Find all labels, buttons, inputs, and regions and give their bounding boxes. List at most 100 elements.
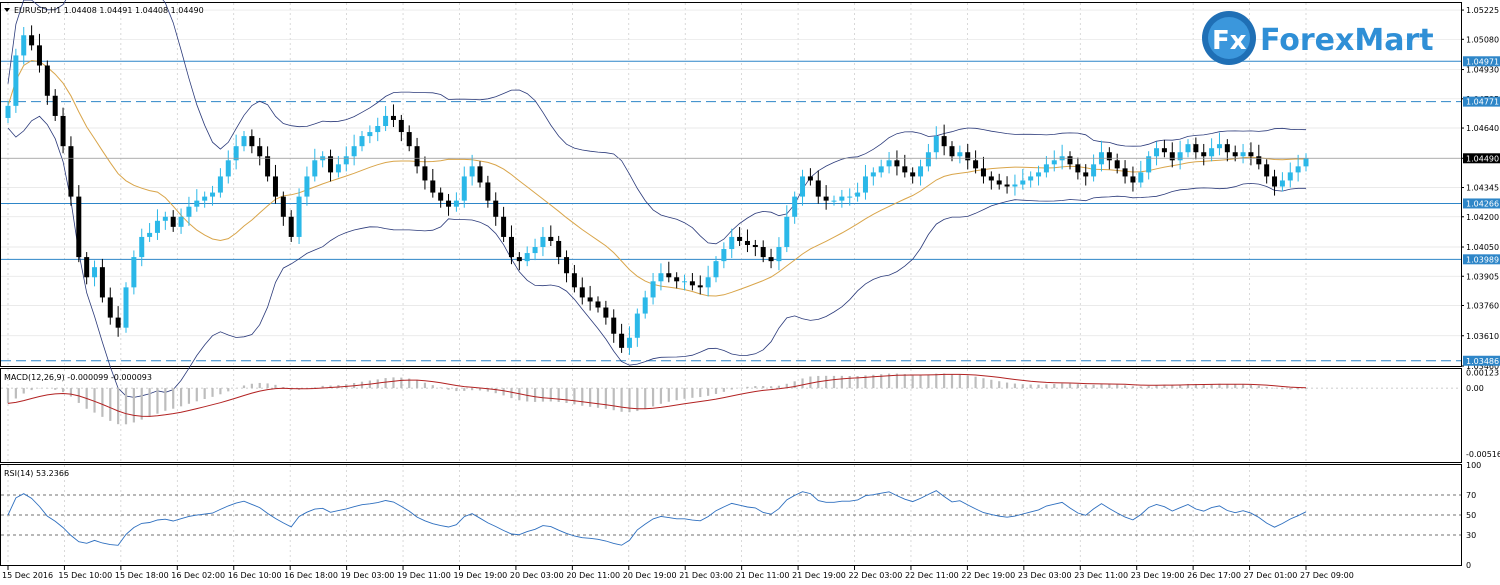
candle-body — [1185, 144, 1191, 153]
candle-body — [634, 313, 640, 338]
level-price-box — [1463, 56, 1500, 67]
rsi-label: RSI(14) 53.2366 — [4, 469, 69, 478]
forexmart-logo: Fx ForexMart — [1202, 11, 1434, 65]
candle-body — [5, 105, 11, 118]
candle-body — [862, 176, 868, 193]
bollinger-bands — [7, 0, 1307, 398]
candle-body — [666, 273, 672, 278]
candle-body — [941, 136, 947, 147]
candle-body — [351, 146, 357, 157]
candle-body — [36, 45, 42, 66]
candle-body — [973, 160, 979, 169]
candle-body — [375, 126, 381, 133]
time-axis: 15 Dec 2016 15 Dec 10:00 15 Dec 18:00 16 De… — [2, 566, 1354, 580]
candle-body — [186, 206, 192, 217]
candle-body — [383, 115, 389, 127]
candle-body — [611, 317, 617, 334]
candle-body — [1256, 156, 1262, 165]
time-tick-label: 27 Dec 01:00 — [1244, 571, 1298, 580]
candle-body — [831, 200, 837, 202]
candle-body — [257, 146, 263, 157]
candle-body — [1067, 156, 1073, 165]
time-tick-label: 21 Dec 19:00 — [792, 571, 846, 580]
candle-body — [619, 333, 625, 348]
candle-body — [304, 176, 310, 197]
macd-indicator — [1, 373, 1461, 425]
candle-body — [1224, 144, 1230, 153]
candle-body — [1209, 148, 1215, 157]
macd-label: MACD(12,26,9) -0.000099 -0.000093 — [4, 373, 152, 382]
rsi-tick-label: 30 — [1466, 531, 1476, 540]
candle-body — [1012, 184, 1018, 187]
time-tick-label: 20 Dec 19:00 — [623, 571, 677, 580]
candle-body — [571, 273, 577, 288]
candle-body — [744, 240, 750, 245]
price-tick-label: 1.05225 — [1466, 6, 1499, 15]
candle-body — [1028, 176, 1034, 181]
price-tick-label: 1.04200 — [1466, 213, 1499, 222]
candle-body — [855, 192, 861, 197]
candle-body — [556, 240, 562, 258]
candle-body — [595, 301, 601, 308]
time-tick-label: 26 Dec 17:00 — [1187, 571, 1241, 580]
candle-body — [359, 136, 365, 147]
candle-body — [335, 164, 341, 173]
upper-band-line — [7, 0, 1307, 245]
candle-body — [1177, 152, 1183, 161]
time-tick-label: 22 Dec 19:00 — [961, 571, 1015, 580]
level-price-label: 1.03989 — [1466, 255, 1499, 264]
candle-body — [1130, 176, 1136, 183]
candle-body — [288, 216, 294, 237]
dropdown-triangle-icon[interactable] — [4, 8, 10, 12]
candle-body — [390, 115, 396, 120]
candle-body — [1154, 148, 1160, 157]
macd-tick-label: -0.005162 — [1466, 450, 1500, 459]
price-tick-label: 1.03460 — [1466, 362, 1499, 371]
candle-body — [965, 152, 971, 161]
candle-body — [1264, 164, 1270, 177]
rsi-tick-label: 50 — [1466, 511, 1476, 520]
candle-body — [713, 261, 719, 278]
candle-body — [807, 176, 813, 181]
time-tick-label: 22 Dec 03:00 — [849, 571, 903, 580]
candle-body — [477, 166, 483, 183]
time-tick-label: 22 Dec 11:00 — [905, 571, 959, 580]
candle-body — [1091, 164, 1097, 177]
candle-body — [894, 160, 900, 167]
candle-body — [272, 176, 278, 197]
time-tick-label: 15 Dec 10:00 — [58, 571, 112, 580]
candle-body — [367, 132, 373, 137]
logo-text: ForexMart — [1260, 23, 1434, 58]
candle-body — [501, 216, 507, 237]
candle-body — [210, 192, 216, 197]
candle-body — [99, 267, 105, 298]
candle-body — [44, 65, 50, 96]
candle-body — [847, 196, 853, 198]
candle-body — [1201, 152, 1207, 157]
candle-body — [800, 176, 806, 197]
candle-body — [76, 196, 82, 258]
level-price-box — [1463, 198, 1500, 209]
candle-body — [705, 277, 711, 288]
candle-body — [776, 247, 782, 262]
candle-body — [642, 297, 648, 314]
candle-body — [469, 166, 475, 177]
level-price-label: 1.04971 — [1466, 57, 1499, 66]
candle-body — [13, 55, 19, 106]
candle-body — [1161, 148, 1167, 153]
time-tick-label: 23 Dec 03:00 — [1018, 571, 1072, 580]
rsi-indicator — [1, 490, 1461, 546]
candle-body — [461, 176, 467, 201]
symbol-header: EURUSD,H1 1.04408 1.04491 1.04408 1.0449… — [14, 6, 204, 15]
candle-body — [249, 136, 255, 147]
candle-body — [674, 277, 680, 282]
candle-body — [225, 160, 231, 177]
level-lines — [1, 60, 1461, 362]
candle-body — [792, 196, 798, 217]
time-tick-label: 15 Dec 18:00 — [115, 571, 169, 580]
candle-body — [1051, 160, 1057, 165]
price-tick-label: 1.03760 — [1466, 302, 1499, 311]
time-tick-label: 23 Dec 11:00 — [1074, 571, 1128, 580]
candle-body — [296, 196, 302, 237]
